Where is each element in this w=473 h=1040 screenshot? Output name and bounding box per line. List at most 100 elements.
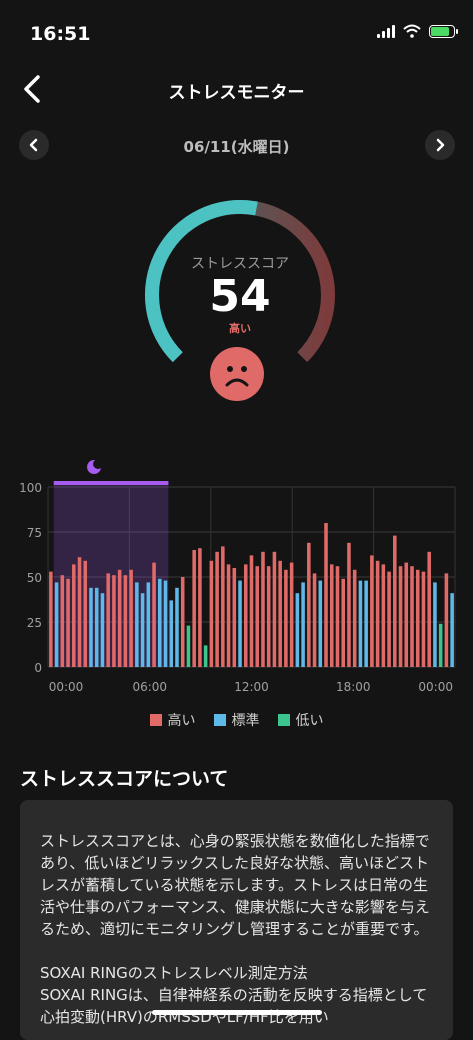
chart-bar [163,580,168,667]
stress-level-label: 高い [229,322,251,335]
legend-label-low: 低い [295,713,324,729]
chart-bar [106,573,110,667]
status-icons [377,24,458,38]
chart-bar [381,564,386,667]
chart-bar [398,566,403,667]
chart-bar [278,560,282,667]
sleep-period-area [53,483,169,667]
chart-bar [89,587,93,667]
chart-bar [438,623,443,667]
y-tick-label: 75 [27,526,42,540]
chart-svg: 0 25 50 75 100 00:00 06:00 12:00 18:00 00:00 [19,459,456,694]
chart-bar [393,535,397,667]
legend-swatch-high [149,714,162,726]
x-tick-label: 00:00 [49,680,84,694]
chart-bar [307,542,311,667]
chart-bar [180,577,185,667]
chart-bar [427,551,431,667]
x-tick-label: 00:00 [418,680,453,694]
nav-bar: ストレスモニター [0,60,473,120]
chart-bar [301,582,305,667]
sleep-period-bar [53,481,169,485]
chart-bar [284,569,288,667]
chart-bar [54,582,59,667]
y-tick-label: 50 [27,571,42,585]
chart-bar [421,571,426,667]
chart-bar [352,569,357,667]
home-indicator [152,1010,322,1015]
chart-bar [347,542,351,667]
status-bar: 16:51 [0,0,473,60]
date-navigator: 06/11(水曜日) [0,128,473,164]
gauge-label: ストレススコア [191,256,289,272]
chart-bar [238,580,242,667]
chevron-right-icon [436,138,445,152]
chart-bar [450,593,454,667]
chart-bar [135,582,139,667]
chart-bar [387,571,391,667]
chart-bar [358,580,363,667]
chart-bar [404,562,409,667]
about-paragraph: ストレススコアとは、心身の緊張状態を数値化した指標であり、低いほどリラックスした… [40,832,430,938]
back-button[interactable] [18,72,52,106]
chart-bar [335,566,340,667]
status-time: 16:51 [30,23,91,45]
chart-bar [341,578,345,667]
chart-bar [415,569,420,667]
x-tick-label: 12:00 [234,680,269,694]
chart-bar [209,560,214,667]
chart-bar [49,571,53,667]
y-tick-label: 25 [27,616,42,630]
chart-bar [169,600,174,667]
chart-bar [152,562,156,667]
date-label: 06/11(水曜日) [183,138,290,156]
chevron-left-icon [29,138,38,152]
chart-bar [261,551,265,667]
legend-swatch-low [277,714,290,726]
stress-score-value: 54 [209,271,271,322]
chart-bar [249,555,254,667]
chart-bar [72,564,76,667]
legend-item-normal: 標準 [213,710,260,730]
legend-swatch-normal [213,714,226,726]
chart-legend: 高い 標準 低い [0,710,473,730]
chart-bar [175,587,179,667]
chart-bar [215,551,219,667]
stress-bar-chart: 0 25 50 75 100 00:00 06:00 12:00 18:00 00:00 [0,450,473,730]
chart-bar [232,568,237,667]
chart-bar [221,546,225,667]
chart-bar [66,578,70,667]
chart-bar [186,625,191,667]
chart-bar [94,587,99,667]
about-card: ストレススコアとは、心身の緊張状態を数値化した指標であり、低いほどリラックスした… [20,800,453,1040]
chart-bar [289,562,294,667]
gauge-ring [144,200,335,363]
chart-bar [255,566,260,667]
prev-day-button[interactable] [19,130,49,160]
chart-bar [444,573,449,667]
chevron-left-icon [24,75,40,103]
next-day-button[interactable] [425,130,455,160]
chart-bar [140,593,145,667]
chart-bar [117,569,122,667]
about-subheading: SOXAI RINGのストレスレベル測定方法 [40,964,308,982]
about-paragraph-2: SOXAI RINGは、自律神経系の活動を反映する指標として心拍変動(HRV)の… [40,986,428,1026]
chart-bar [100,593,105,667]
x-tick-label: 18:00 [336,680,371,694]
legend-item-high: 高い [149,710,196,730]
chart-bar [433,582,437,667]
chart-bar [146,582,151,667]
chart-bar [272,551,277,667]
chart-bar [123,575,128,667]
chart-bar [375,560,380,667]
wifi-icon [403,24,421,38]
cellular-signal-icon [377,24,395,38]
x-tick-label: 06:00 [132,680,167,694]
chart-bar [266,566,271,667]
sad-face-icon [210,347,264,401]
chart-bar [243,564,248,667]
legend-label-normal: 標準 [231,713,260,729]
chart-bar [60,575,65,667]
chart-bar [158,578,162,667]
chart-bar [329,564,334,667]
